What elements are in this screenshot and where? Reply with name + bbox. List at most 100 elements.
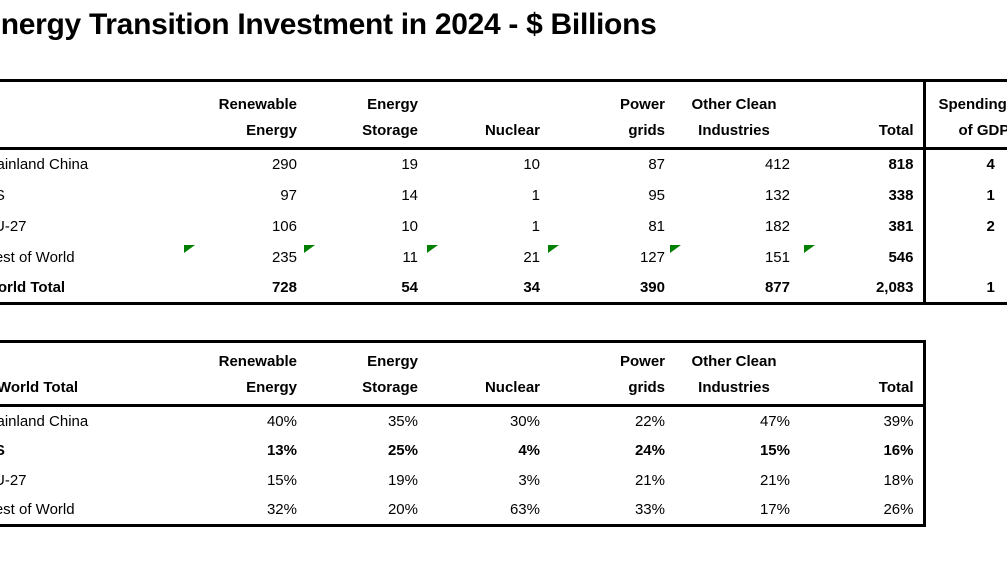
- col-header-spending-gdp: Spending %of GDP: [922, 80, 1007, 150]
- row-label: World Total: [0, 278, 66, 296]
- cell: 235: [181, 242, 301, 273]
- cell: 15%: [759, 442, 790, 459]
- col-header-nuclear: Nuclear: [424, 80, 545, 150]
- cell: 63%: [509, 501, 540, 519]
- cell: 18%: [883, 472, 914, 489]
- cell: 877: [764, 278, 790, 296]
- row-label: Rest of World: [0, 501, 75, 519]
- investment-table: Renewable Energy Energy Storage Nuclear Po…: [0, 79, 1007, 305]
- cell: 412: [764, 156, 790, 174]
- green-flag-icon: [184, 244, 195, 253]
- cell: 54: [401, 278, 418, 296]
- col-header-energy-storage: Energy Storage: [301, 80, 424, 150]
- col-header-renewable-energy: Renewable Energy: [181, 80, 301, 150]
- table-row-world-total: World Total 728 54 34 390 877 2,083 1: [0, 272, 1007, 304]
- cell: 39%: [883, 412, 914, 430]
- cell: 97: [280, 186, 297, 204]
- table-row-mainland-china: Mainland China 40% 35% 30% 22% 47% 39%: [0, 406, 924, 436]
- col-header-total: Total: [801, 341, 924, 407]
- cell: 25%: [387, 442, 418, 459]
- green-flag-icon: [548, 244, 559, 253]
- cell-spending: [922, 241, 1007, 273]
- col-header-power-grids: Power grids: [545, 341, 667, 407]
- green-flag-icon: [304, 244, 315, 253]
- cell: 14: [401, 186, 418, 204]
- cell-spending: 1: [922, 179, 1007, 211]
- cell: 546: [801, 242, 924, 273]
- cell: 22%: [634, 412, 665, 430]
- cell: 132: [764, 186, 790, 204]
- row-label: Mainland China: [0, 156, 89, 174]
- cell: 33%: [634, 501, 665, 519]
- col-header-other-clean-industries: Other Clean Industries: [667, 80, 801, 150]
- cell: 20%: [387, 501, 418, 519]
- cell: 4%: [518, 442, 540, 459]
- col-header-renewable-energy: Renewable Energy: [181, 341, 301, 407]
- cell: 338: [888, 186, 914, 204]
- row-label: EU-27: [0, 217, 27, 235]
- col-header-other-clean-industries: Other Clean Industries: [667, 341, 801, 407]
- cell: 26%: [883, 501, 914, 519]
- cell: 10: [523, 156, 540, 174]
- table-row-rest-of-world: Rest of World 235 11 21 127 151 546: [0, 241, 1007, 273]
- cell: 35%: [387, 412, 418, 430]
- green-flag-icon: [670, 244, 681, 253]
- cell: 19%: [387, 472, 418, 489]
- green-flag-icon: [804, 244, 815, 253]
- table-row-rest-of-world: Rest of World 32% 20% 63% 33% 17% 26%: [0, 496, 924, 526]
- cell: 16%: [883, 442, 914, 459]
- cell: 21%: [634, 472, 665, 489]
- cell: 34: [523, 278, 540, 296]
- col-header-nuclear: Nuclear: [424, 341, 545, 407]
- cell-spending: 2: [922, 210, 1007, 242]
- page-title: Energy Transition Investment in 2024 - $…: [0, 8, 657, 41]
- cell: 728: [271, 278, 297, 296]
- cell: 127: [545, 242, 667, 273]
- cell: 10: [401, 217, 418, 235]
- cell: 15%: [266, 472, 297, 489]
- cell: 21: [424, 242, 545, 273]
- cell: 106: [271, 217, 297, 235]
- row-label: US: [0, 436, 181, 466]
- cell: 290: [271, 156, 297, 174]
- cell: 818: [888, 156, 914, 174]
- cell: 151: [667, 242, 801, 273]
- investment-table-header-row: Renewable Energy Energy Storage Nuclear Po…: [0, 80, 1007, 150]
- cell: 40%: [266, 412, 297, 430]
- cell: 2,083: [875, 278, 914, 296]
- cell: 17%: [759, 501, 790, 519]
- cell: 390: [639, 278, 665, 296]
- cell: 47%: [759, 412, 790, 430]
- cell: 87: [648, 156, 665, 174]
- cell: 95: [648, 186, 665, 204]
- cell: 1: [531, 186, 540, 204]
- col-header-total: Total: [801, 80, 924, 150]
- cell: 81: [648, 217, 665, 235]
- col-header-world-total-label: World Total: [0, 341, 181, 407]
- row-label: Mainland China: [0, 412, 89, 430]
- col-header-energy-storage: Energy Storage: [301, 341, 424, 407]
- cell: 381: [888, 217, 914, 235]
- cell: 24%: [634, 442, 665, 459]
- table-row-eu27: EU-27 106 10 1 81 182 381 2: [0, 210, 1007, 242]
- cell-spending: 1: [922, 272, 1007, 304]
- table-row-mainland-china: Mainland China 290 19 10 87 412 818 4: [0, 148, 1007, 180]
- cell: 30%: [509, 412, 540, 430]
- green-flag-icon: [427, 244, 438, 253]
- row-label: Rest of World: [0, 248, 75, 266]
- row-label: EU-27: [0, 472, 27, 489]
- cell: 3%: [518, 472, 540, 489]
- cell: 182: [764, 217, 790, 235]
- cell: 32%: [266, 501, 297, 519]
- cell: 11: [301, 242, 424, 273]
- share-of-world-total-table: World Total Renewable Energy Energy Storag…: [0, 340, 926, 527]
- row-label: US: [0, 180, 181, 211]
- table-row-eu27: EU-27 15% 19% 3% 21% 21% 18%: [0, 466, 924, 496]
- cell: 1: [531, 217, 540, 235]
- cell: 13%: [266, 442, 297, 459]
- row-label-header: [0, 80, 181, 150]
- cell: 19: [401, 156, 418, 174]
- cell-spending: 4: [922, 148, 1007, 180]
- cell: 21%: [759, 472, 790, 489]
- table-row-us: US 13% 25% 4% 24% 15% 16%: [0, 436, 924, 466]
